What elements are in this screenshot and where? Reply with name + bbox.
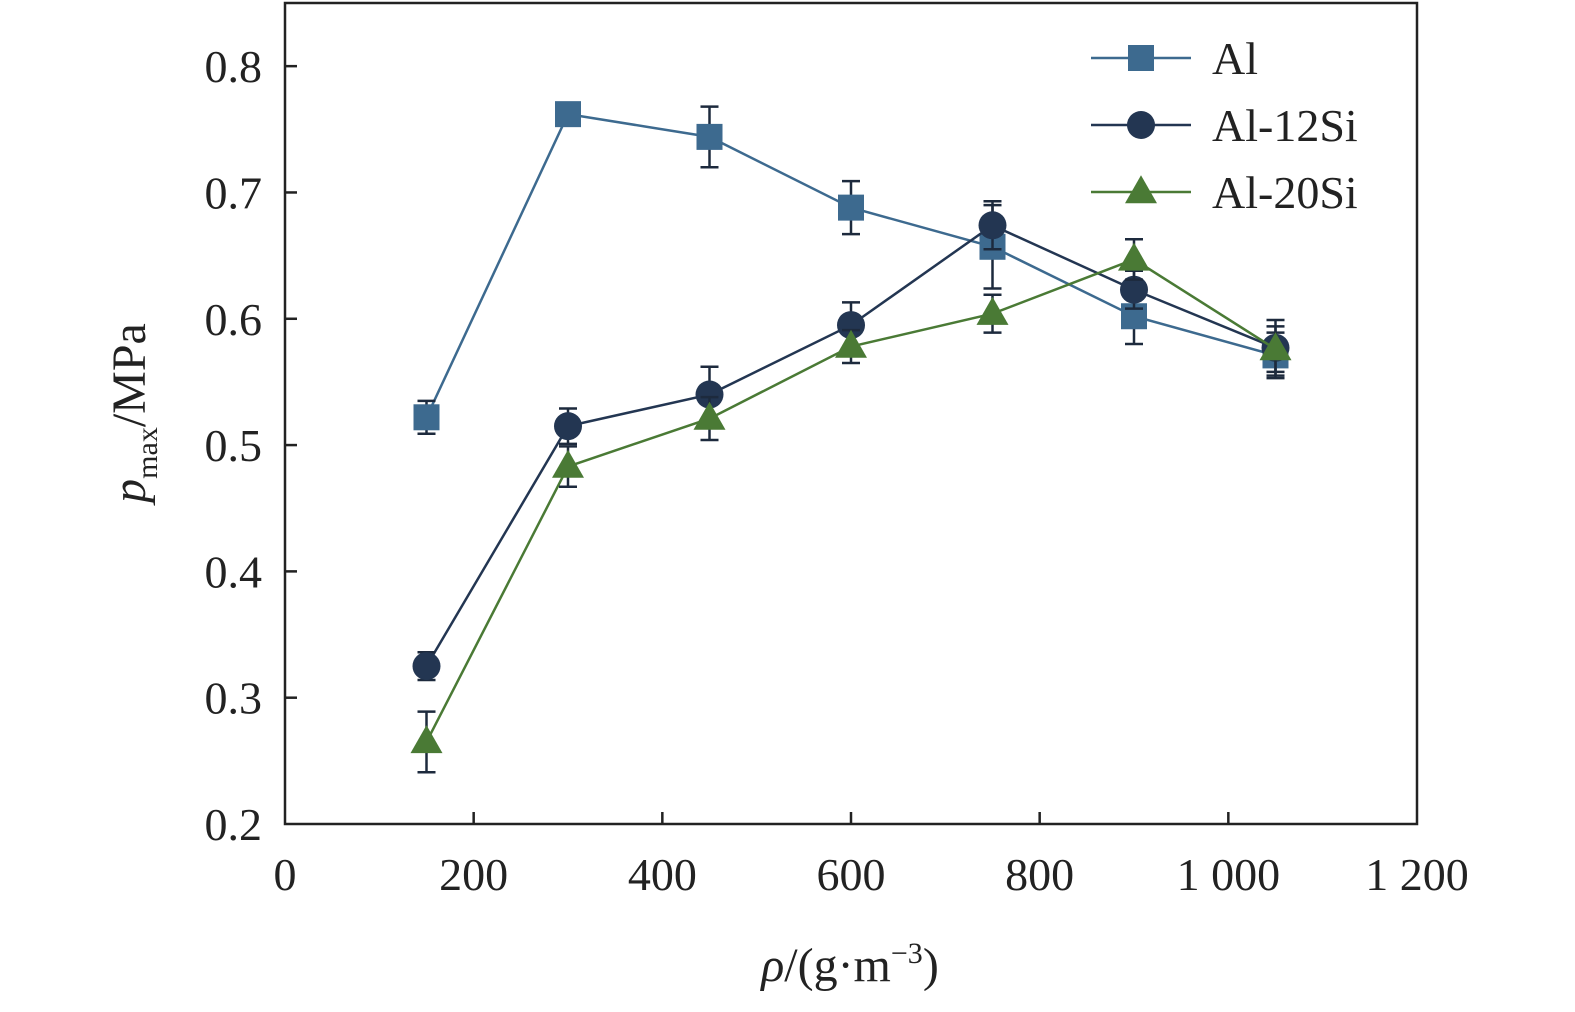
data-point-al [838,194,864,221]
data-point-al-20si [835,329,867,358]
y-axis-subscript: max [131,427,164,479]
x-axis-label: ρ/(g·m−3) [759,937,939,992]
y-tick-label: 0.5 [205,420,263,471]
y-tick-label: 0.7 [205,167,263,218]
y-axis-unit: /MPa [103,323,156,427]
data-point-al [696,123,723,150]
y-tick-label: 0.6 [205,294,263,345]
y-tick-label: 0.4 [205,546,263,597]
series-layer [410,101,1292,774]
y-tick-label: 0.2 [205,799,263,850]
data-point-al [555,101,581,128]
x-tick-label: 800 [1005,849,1074,900]
legend-marker-al [1128,45,1154,71]
series-line-al [425,112,1276,418]
x-tick-label: 400 [628,849,697,900]
x-tick-label: 200 [439,849,508,900]
y-tick-label: 0.3 [205,673,263,724]
x-tick-label: 1 200 [1365,849,1469,900]
data-point-al-12si [978,211,1007,240]
legend: Al Al-12Si Al-20Si [1091,33,1358,218]
data-point-al-12si [837,311,865,340]
x-tick-label: 0 [274,849,297,900]
series-line-al-12si [425,223,1276,667]
data-point-al-20si [976,296,1009,325]
legend-marker-al-12si [1127,111,1155,139]
x-axis-unit-pre: /(g·m [784,939,891,992]
data-point-al [413,404,440,431]
data-point-al-20si [552,449,584,478]
series-al [413,101,1289,435]
data-point-al-20si [410,725,443,754]
data-point-al-20si [693,401,726,430]
data-point-al-12si [1120,275,1148,304]
legend-label-al-12si: Al-12Si [1212,100,1358,151]
y-axis-ticks: 0.2 0.3 0.4 0.5 0.6 0.7 0.8 [205,41,297,850]
data-point-al-12si [412,652,441,681]
x-axis-symbol: ρ [759,939,784,992]
series-al-20si [410,237,1292,774]
x-tick-label: 600 [817,849,886,900]
data-point-al-20si [1118,242,1150,271]
data-point-al-20si [1259,332,1292,361]
y-tick-label: 0.8 [205,41,263,92]
data-point-al-12si [554,412,582,441]
y-axis-label: pmax/MPa [103,323,164,506]
x-axis-ticks: 0 200 400 600 800 1 000 1 200 [274,812,1469,900]
x-tick-label: 1 000 [1177,849,1281,900]
data-point-al-12si [695,380,724,409]
legend-label-al: Al [1212,33,1258,84]
y-axis-symbol: p [103,479,156,506]
x-axis-unit-post: ) [923,939,939,992]
legend-marker-al-20si [1125,175,1157,204]
legend-label-al-20si: Al-20Si [1212,167,1358,218]
x-axis-superscript: −3 [891,937,923,970]
